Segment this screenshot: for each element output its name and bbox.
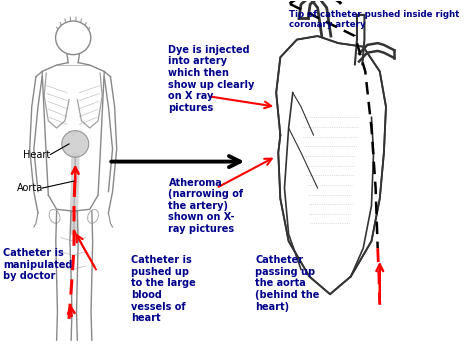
Text: Catheter is
manipulated
by doctor: Catheter is manipulated by doctor [3,248,72,282]
Ellipse shape [88,209,99,223]
Text: Atheroma
(narrowing of
the artery)
shown on X-
ray pictures: Atheroma (narrowing of the artery) shown… [168,178,244,234]
Text: Catheter
passing up
the aorta
(behind the
heart): Catheter passing up the aorta (behind th… [255,255,320,312]
Ellipse shape [49,209,60,223]
Text: Aorta: Aorta [17,183,44,193]
Ellipse shape [62,131,89,157]
Text: Catheter is
pushed up
to the large
blood
vessels of
heart: Catheter is pushed up to the large blood… [131,255,196,323]
Polygon shape [276,36,386,294]
Text: Heart: Heart [24,149,51,159]
Text: Dye is injected
into artery
which then
show up clearly
on X ray
pictures: Dye is injected into artery which then s… [168,45,255,113]
Ellipse shape [55,21,91,55]
Text: Tip of catheter pushed inside right
coronary artery: Tip of catheter pushed inside right coro… [289,10,459,29]
